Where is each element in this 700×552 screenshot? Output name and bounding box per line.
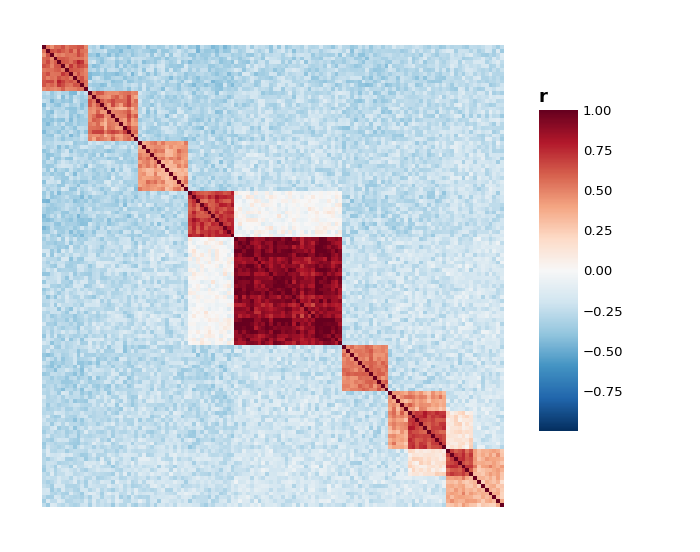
Text: r: r [539,88,548,106]
